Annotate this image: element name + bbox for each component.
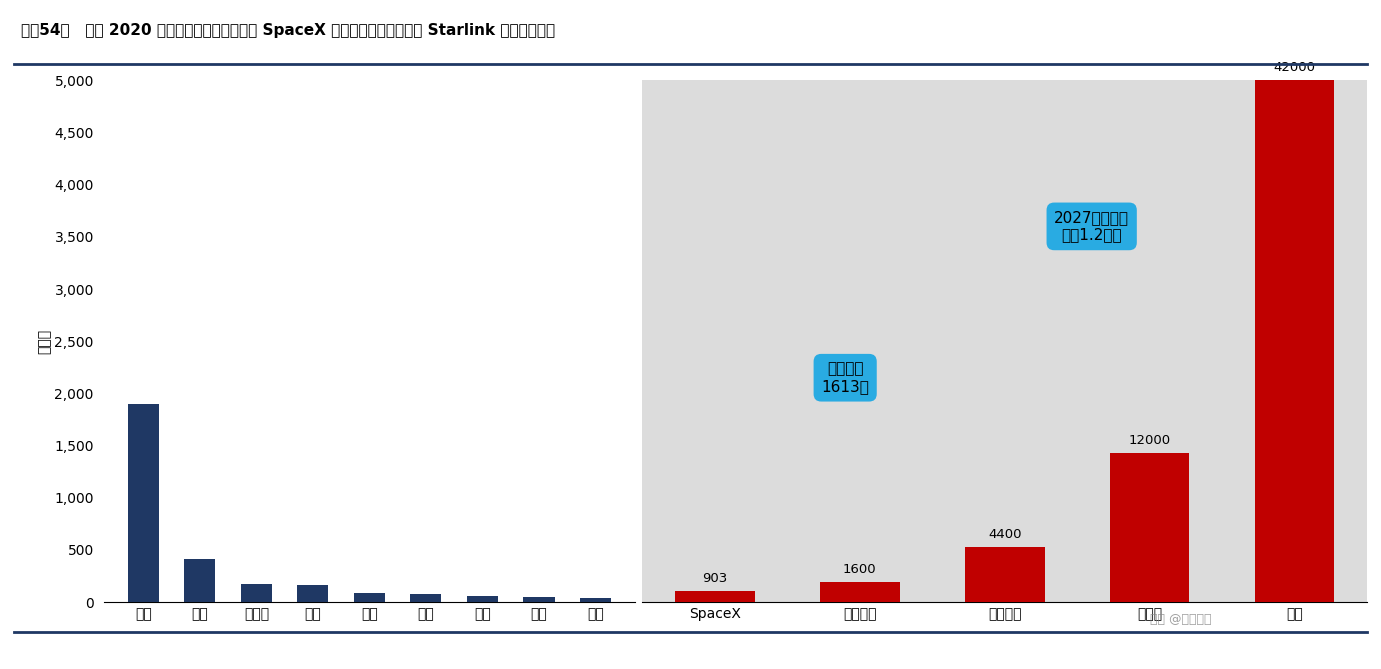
Text: 头条 @未来智库: 头条 @未来智库 xyxy=(1150,613,1211,626)
Text: 2027年前发射
完成1.2万颗: 2027年前发射 完成1.2万颗 xyxy=(1054,210,1130,243)
Y-axis label: （颗）: （颗） xyxy=(37,328,51,354)
Bar xyxy=(240,584,272,602)
Bar xyxy=(965,547,1044,602)
Text: 图表54：   截至 2020 年末各国发射卫星数量及 SpaceX 发射卫星数量对比以及 Starlink 未来发射规划: 图表54： 截至 2020 年末各国发射卫星数量及 SpaceX 发射卫星数量对… xyxy=(21,23,555,38)
Bar xyxy=(128,404,159,602)
Text: 42000: 42000 xyxy=(1273,61,1315,74)
Bar xyxy=(467,595,499,602)
Text: 1600: 1600 xyxy=(842,563,877,576)
Bar xyxy=(820,582,899,602)
Bar xyxy=(580,597,610,602)
Bar xyxy=(184,559,215,602)
Text: 12000: 12000 xyxy=(1128,434,1171,447)
Bar xyxy=(675,591,755,602)
Text: 4400: 4400 xyxy=(987,528,1022,541)
Bar xyxy=(1254,80,1334,602)
Bar xyxy=(523,597,555,602)
Bar xyxy=(297,585,329,602)
Bar xyxy=(1110,453,1189,602)
Bar xyxy=(354,593,385,602)
Text: 目前已有
1613颗: 目前已有 1613颗 xyxy=(822,361,869,394)
Text: 903: 903 xyxy=(703,571,728,585)
Bar xyxy=(410,594,442,602)
